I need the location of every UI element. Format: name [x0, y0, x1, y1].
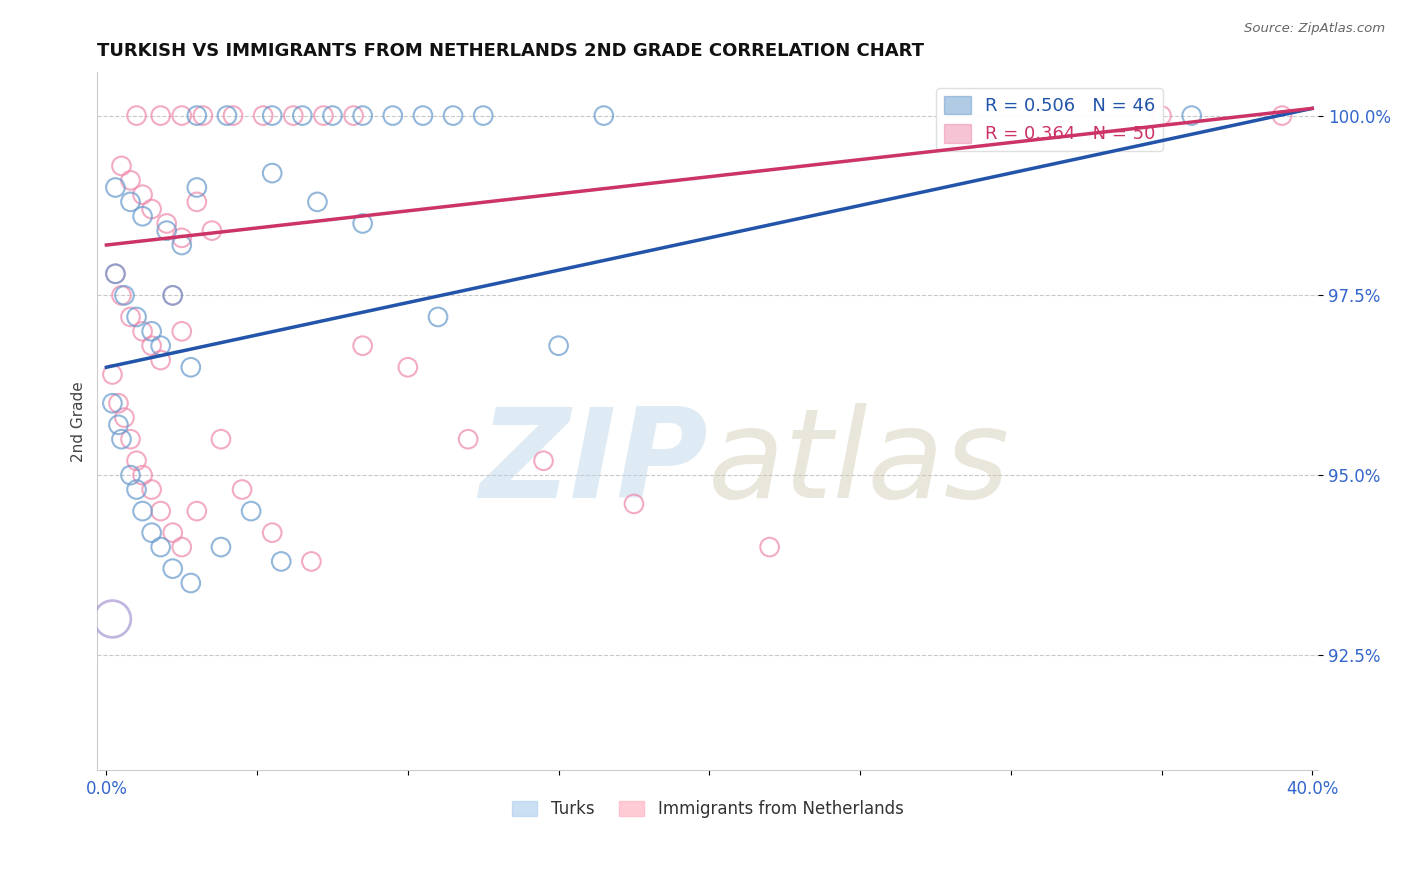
Point — [592, 109, 614, 123]
Text: ZIP: ZIP — [479, 402, 707, 524]
Point — [1271, 109, 1294, 123]
Point — [104, 267, 127, 281]
Point — [262, 166, 284, 180]
Point — [149, 504, 172, 518]
Point — [262, 109, 284, 123]
Point — [291, 109, 314, 123]
Point — [215, 109, 238, 123]
Point — [120, 173, 142, 187]
Point — [231, 483, 253, 497]
Point — [149, 339, 172, 353]
Point — [125, 109, 148, 123]
Point — [299, 554, 322, 568]
Point — [180, 576, 202, 591]
Point — [162, 561, 184, 575]
Point — [131, 468, 153, 483]
Point — [110, 432, 132, 446]
Point — [149, 540, 172, 554]
Point — [170, 540, 193, 554]
Point — [104, 180, 127, 194]
Point — [186, 194, 208, 209]
Point — [533, 454, 555, 468]
Point — [120, 194, 142, 209]
Point — [170, 109, 193, 123]
Point — [222, 109, 245, 123]
Point — [156, 217, 179, 231]
Point — [186, 180, 208, 194]
Point — [283, 109, 305, 123]
Point — [120, 310, 142, 324]
Point — [252, 109, 274, 123]
Point — [131, 187, 153, 202]
Point — [149, 353, 172, 368]
Point — [186, 504, 208, 518]
Point — [101, 612, 124, 626]
Point — [457, 432, 479, 446]
Point — [412, 109, 434, 123]
Point — [149, 109, 172, 123]
Point — [162, 288, 184, 302]
Point — [120, 468, 142, 483]
Text: Source: ZipAtlas.com: Source: ZipAtlas.com — [1244, 22, 1385, 36]
Point — [342, 109, 364, 123]
Point — [110, 159, 132, 173]
Point — [162, 288, 184, 302]
Point — [125, 483, 148, 497]
Point — [104, 267, 127, 281]
Point — [381, 109, 404, 123]
Point — [141, 202, 163, 216]
Legend: Turks, Immigrants from Netherlands: Turks, Immigrants from Netherlands — [506, 793, 910, 824]
Point — [441, 109, 464, 123]
Point — [352, 217, 374, 231]
Point — [396, 360, 419, 375]
Text: atlas: atlas — [707, 402, 1010, 524]
Point — [107, 417, 129, 432]
Point — [623, 497, 645, 511]
Point — [307, 194, 329, 209]
Point — [141, 525, 163, 540]
Point — [180, 360, 202, 375]
Point — [321, 109, 343, 123]
Point — [1150, 109, 1173, 123]
Point — [547, 339, 569, 353]
Point — [240, 504, 263, 518]
Point — [101, 396, 124, 410]
Point — [312, 109, 335, 123]
Point — [141, 324, 163, 338]
Point — [156, 224, 179, 238]
Point — [131, 504, 153, 518]
Point — [758, 540, 780, 554]
Point — [131, 324, 153, 338]
Point — [170, 324, 193, 338]
Point — [107, 396, 129, 410]
Point — [262, 525, 284, 540]
Point — [352, 109, 374, 123]
Point — [120, 432, 142, 446]
Point — [186, 109, 208, 123]
Point — [427, 310, 450, 324]
Point — [101, 368, 124, 382]
Point — [270, 554, 292, 568]
Point — [131, 209, 153, 223]
Point — [110, 288, 132, 302]
Point — [125, 454, 148, 468]
Point — [114, 410, 136, 425]
Point — [209, 432, 232, 446]
Y-axis label: 2nd Grade: 2nd Grade — [72, 381, 86, 461]
Point — [170, 238, 193, 252]
Point — [162, 525, 184, 540]
Point — [141, 483, 163, 497]
Point — [201, 224, 224, 238]
Point — [209, 540, 232, 554]
Point — [125, 310, 148, 324]
Point — [141, 339, 163, 353]
Point — [472, 109, 495, 123]
Point — [114, 288, 136, 302]
Point — [1181, 109, 1204, 123]
Point — [191, 109, 214, 123]
Point — [352, 339, 374, 353]
Text: TURKISH VS IMMIGRANTS FROM NETHERLANDS 2ND GRADE CORRELATION CHART: TURKISH VS IMMIGRANTS FROM NETHERLANDS 2… — [97, 42, 924, 60]
Point — [170, 231, 193, 245]
